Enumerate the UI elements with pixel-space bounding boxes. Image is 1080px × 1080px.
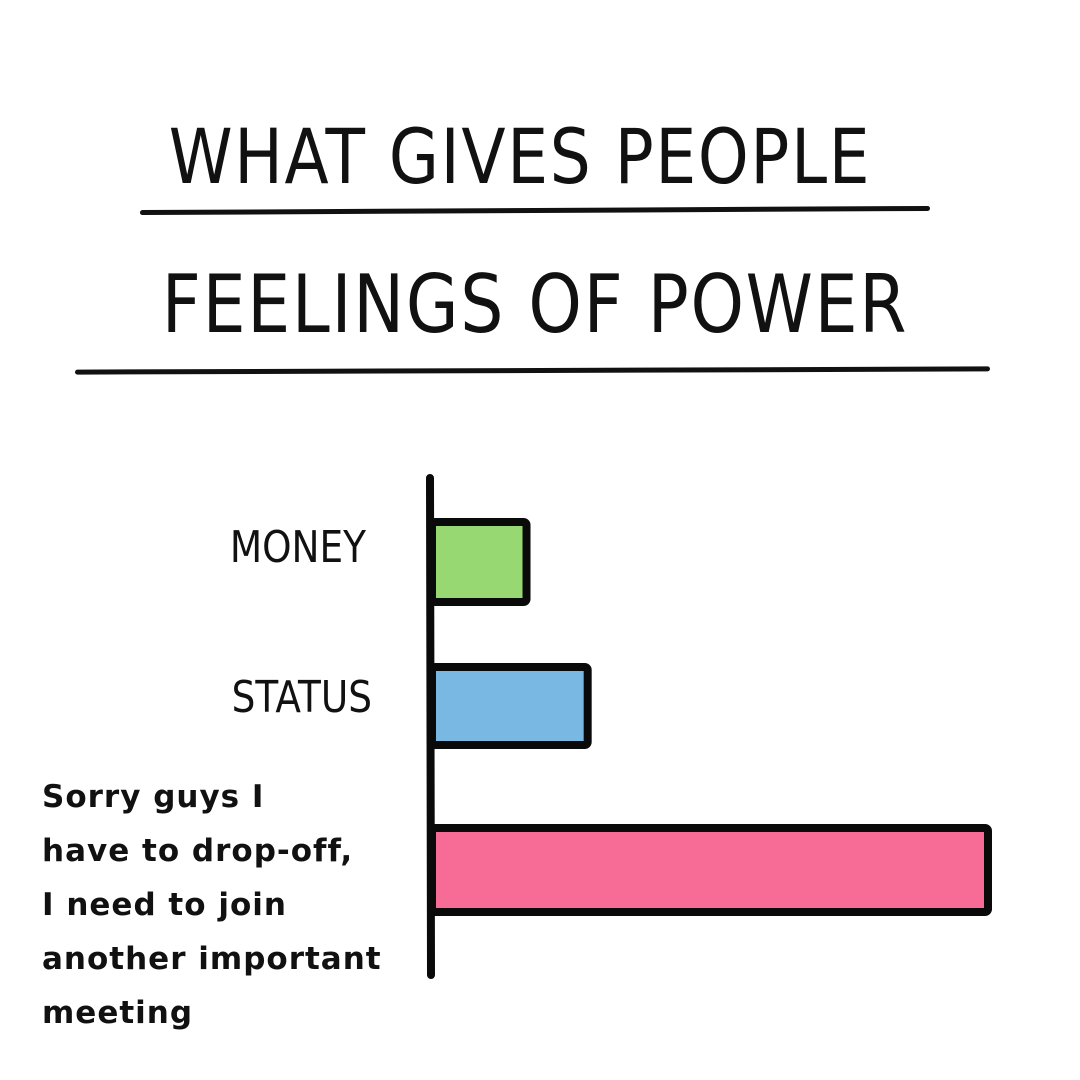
meeting-label-line: meeting [42,995,194,1031]
bar-0 [428,518,531,606]
category-label-meeting: Sorry guys I have to drop-off, I need to… [42,770,422,1040]
meeting-label-line: I need to join [42,887,287,923]
category-label-money: MONEY [229,522,366,573]
chart-title-line-1: WHAT GIVES PEOPLE [168,112,872,201]
meeting-label-line: another important [42,941,382,977]
y-axis-line [426,474,435,979]
category-label-status: STATUS [231,672,372,723]
bar-1 [428,663,592,749]
meeting-label-line: Sorry guys I [42,779,265,815]
meeting-label-line: have to drop-off, [42,833,354,869]
chart-title-line-2: FEELINGS OF POWER [161,258,909,351]
bar-2 [428,824,992,916]
